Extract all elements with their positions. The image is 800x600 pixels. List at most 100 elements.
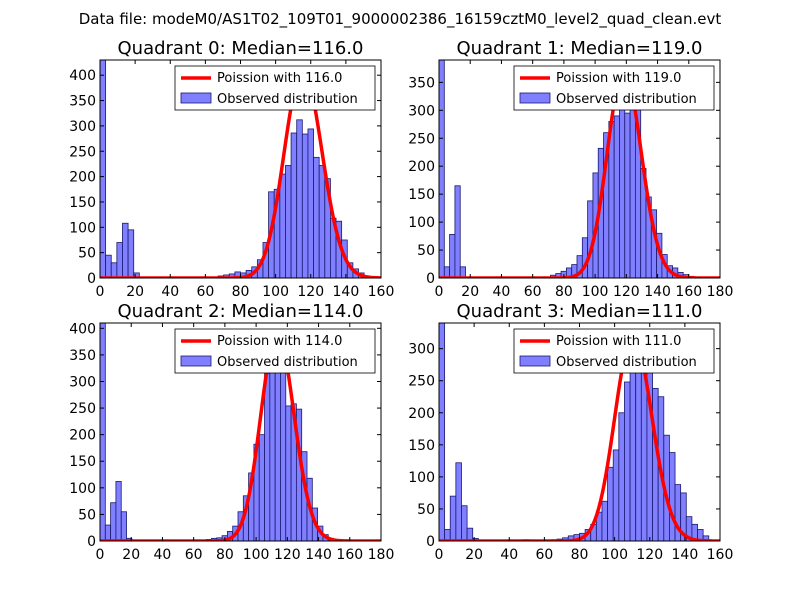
histogram-bar [313, 156, 320, 278]
histogram-bar [100, 60, 107, 278]
histogram-bar [280, 371, 287, 541]
y-tick-label: 200 [408, 406, 435, 422]
histogram-bar [459, 266, 466, 278]
y-tick-label: 0 [426, 534, 435, 550]
legend-label-poisson: Poission with 119.0 [556, 71, 681, 86]
histogram-bar [279, 173, 286, 278]
x-tick-label: 20 [461, 284, 479, 300]
histogram-bar [120, 511, 127, 541]
histogram-bar [264, 373, 271, 541]
y-tick-label: 50 [78, 507, 96, 523]
x-tick-label: 160 [336, 547, 363, 563]
x-tick-label: 20 [122, 547, 140, 563]
x-tick-label: 20 [126, 284, 144, 300]
x-tick-label: 120 [274, 547, 301, 563]
histogram-bar [116, 242, 123, 278]
x-tick-label: 60 [196, 284, 214, 300]
histogram-bar [290, 132, 298, 278]
axes-frame [438, 59, 721, 279]
panel-title: Quadrant 2: Median=114.0 [118, 301, 364, 322]
histogram-bar [449, 495, 457, 541]
y-tick-label: 150 [69, 195, 96, 211]
plot-marks [100, 323, 381, 541]
x-tick-label: 140 [305, 547, 332, 563]
figure-title: Data file: modeM0/AS1T02_109T01_90000023… [79, 10, 722, 29]
y-tick-label: 350 [69, 348, 96, 364]
histogram-bar [629, 361, 637, 541]
x-tick-label: 60 [524, 284, 542, 300]
x-tick-label: 100 [243, 547, 270, 563]
y-tick-label: 250 [408, 131, 435, 147]
x-tick-label: 0 [435, 547, 444, 563]
histogram-bar [127, 229, 135, 278]
histogram-bar [100, 323, 106, 541]
panel-quadrant-1: 0 20 40 60 80 100 120 140 160 1800501001502002503… [408, 38, 733, 300]
legend-label-observed: Observed distribution [217, 92, 358, 107]
histogram-bar [702, 535, 710, 541]
x-tick-label: 140 [333, 284, 360, 300]
panel-title: Quadrant 3: Median=111.0 [457, 301, 703, 322]
legend: Poission with 114.0 Observed distribution [174, 328, 376, 374]
x-tick-label: 80 [555, 284, 573, 300]
x-tick-label: 40 [500, 547, 518, 563]
histogram-bar [652, 387, 659, 541]
y-tick-label: 0 [87, 271, 96, 287]
histogram-bar [669, 452, 676, 541]
histogram-bar [301, 133, 309, 278]
panel-quadrant-0: 0 20 40 60 80 100 120 140 160 0 50 100 150 200 250 300 3… [69, 38, 394, 300]
poisson-curve [100, 331, 381, 541]
histogram-bar [466, 527, 474, 541]
legend-label-poisson: Poission with 114.0 [217, 334, 342, 349]
x-tick-label: 40 [493, 284, 511, 300]
histogram-bar [439, 60, 445, 278]
histogram-bar [455, 462, 462, 541]
histogram-bar [274, 349, 281, 541]
legend: Poission with 119.0 Observed distribution [513, 65, 715, 111]
x-tick-label: 80 [216, 547, 234, 563]
panel-quadrant-2: 0 20 40 60 80 100 120 140 160 1800501001502002503… [69, 301, 394, 563]
x-tick-label: 160 [675, 284, 702, 300]
histogram-bar [258, 434, 265, 541]
x-tick-label: 120 [297, 284, 324, 300]
legend: Poission with 111.0 Observed distribution [513, 328, 715, 374]
histogram-bar [439, 323, 446, 541]
x-tick-label: 60 [535, 547, 553, 563]
y-tick-label: 100 [408, 215, 435, 231]
x-tick-label: 0 [96, 284, 105, 300]
legend-patch-swatch [519, 355, 551, 367]
y-tick-label: 400 [69, 321, 96, 337]
y-tick-label: 50 [78, 246, 96, 262]
histogram-bar [122, 222, 129, 278]
histogram-bar [618, 412, 625, 541]
histogram-bar [133, 272, 140, 278]
x-tick-label: 60 [185, 547, 203, 563]
histogram-bar [619, 81, 626, 278]
legend-label-observed: Observed distribution [217, 355, 358, 370]
x-tick-label: 20 [465, 547, 483, 563]
histogram-bar [318, 165, 326, 278]
x-tick-label: 100 [262, 284, 289, 300]
x-tick-label: 40 [161, 284, 179, 300]
y-tick-label: 300 [408, 103, 435, 119]
x-tick-label: 0 [96, 547, 105, 563]
y-tick-label: 200 [69, 428, 96, 444]
x-tick-label: 160 [368, 284, 395, 300]
legend-patch-swatch [519, 92, 551, 104]
histogram-bar [307, 128, 314, 278]
panel-title: Quadrant 0: Median=116.0 [118, 38, 364, 59]
histogram-bar [612, 449, 620, 541]
legend-label-observed: Observed distribution [556, 355, 697, 370]
legend-label-poisson: Poission with 111.0 [556, 334, 681, 349]
y-tick-label: 350 [408, 75, 435, 91]
histogram-bar [629, 107, 636, 278]
histogram-bar [296, 119, 303, 278]
histogram-bar [607, 466, 614, 541]
y-tick-label: 350 [69, 94, 96, 110]
y-tick-label: 150 [408, 187, 435, 203]
plot-marks [439, 60, 720, 278]
histogram-bar [110, 502, 117, 541]
legend: Poission with 116.0 Observed distribution [174, 65, 376, 111]
y-tick-label: 150 [69, 454, 96, 470]
y-tick-label: 100 [69, 481, 96, 497]
